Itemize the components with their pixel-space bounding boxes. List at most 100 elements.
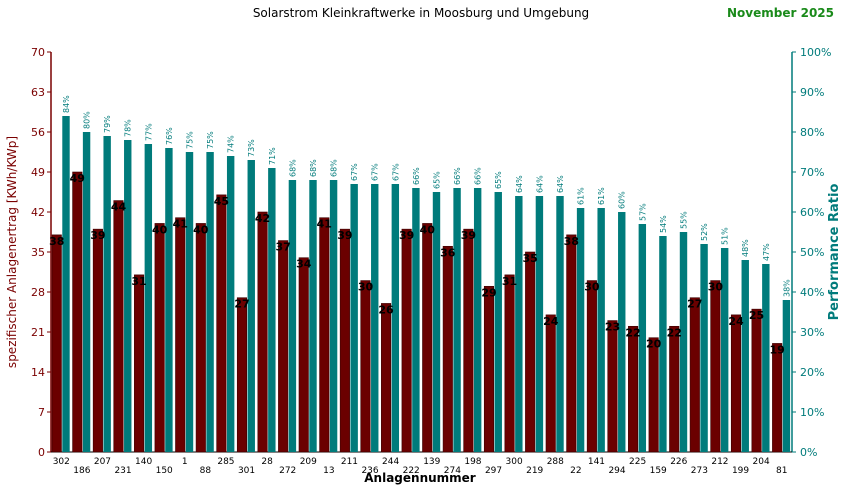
pr-bar [659,236,667,452]
pr-value-label: 65% [494,171,503,189]
yield-value-label: 24 [728,315,744,328]
x-tick-label: 140 [135,457,152,467]
x-tick-label: 300 [506,457,523,467]
yield-value-label: 31 [131,275,146,288]
yield-value-label: 40 [420,223,436,236]
yield-value-label: 30 [584,281,600,294]
yield-value-label: 29 [481,286,496,299]
yield-bar [772,343,783,453]
pr-bar [576,208,585,452]
yield-value-label: 22 [667,326,682,339]
pr-bar [638,224,647,452]
chart-title: Solarstrom Kleinkraftwerke in Moosburg u… [252,6,590,20]
pr-bar [309,180,317,452]
pr-bar [720,248,729,452]
x-tick-label: 236 [361,466,378,476]
y-axis-label-right: Performance Ratio [827,184,842,321]
yield-bar [689,297,700,453]
pr-bar [679,232,688,452]
pr-bar [700,244,708,452]
x-tick-label: 207 [94,457,111,467]
yield-value-label: 34 [296,258,312,271]
pr-value-label: 65% [432,171,441,189]
yield-value-label: 23 [605,321,620,334]
pr-value-label: 52% [700,223,709,241]
yield-value-label: 39 [399,229,414,242]
y-tick-label-left: 70 [31,46,45,59]
pr-value-label: 66% [474,167,483,185]
yield-value-label: 42 [255,212,270,225]
yield-value-label: 41 [173,218,188,231]
yield-bar [442,245,453,453]
pr-bar [206,152,214,452]
pr-value-label: 61% [597,187,606,205]
yield-bar [586,280,597,453]
y-axis-label-left: spezifischer Anlagenertrag [KWh/KWp] [5,136,19,368]
x-tick-label: 88 [200,466,212,476]
pr-bar [453,188,461,452]
pr-value-label: 75% [206,131,215,149]
pr-value-label: 55% [679,211,688,229]
data-labels: 38 84% 49 80% 39 79% 44 78% 31 77% 40 76% 41 75% 40 75%… [49,95,791,357]
y-tick-label-right: 0% [800,446,817,459]
y-tick-label-left: 28 [31,286,45,299]
pr-bar [741,260,749,452]
pr-value-label: 64% [535,175,544,193]
yield-value-label: 22 [625,326,640,339]
y-tick-label-right: 80% [800,126,824,139]
yield-value-label: 30 [358,281,374,294]
yield-bar [422,223,433,453]
y-tick-label-left: 7 [38,406,45,419]
pr-bar [556,196,564,452]
pr-bar [618,212,626,452]
x-tick-label: 288 [547,457,564,467]
x-tick-label: 81 [776,466,787,476]
y-tick-label-right: 10% [800,406,824,419]
y-tick-label-left: 56 [31,126,45,139]
x-tick-label: 212 [711,457,728,467]
yield-value-label: 30 [708,281,724,294]
x-tick-label: 231 [114,466,131,476]
pr-value-label: 57% [638,203,647,221]
yield-value-label: 38 [564,235,579,248]
yield-value-label: 44 [111,201,127,214]
pr-bar [62,116,70,452]
pr-value-label: 71% [268,147,277,165]
x-tick-label: 222 [403,466,420,476]
y-tick-label-right: 20% [800,366,824,379]
yield-value-label: 49 [70,172,85,185]
date-label: November 2025 [727,6,834,20]
yield-bar [648,337,659,453]
yield-value-label: 39 [337,229,352,242]
pr-bar [494,192,502,452]
yield-bar [92,228,103,453]
yield-value-label: 26 [378,303,394,316]
x-tick-label: 274 [444,466,461,476]
yield-value-label: 37 [275,241,290,254]
axes: 0 7 14 21 28 35 42 49 56 63 70 0% 10% 20% 30% 40% 50% 60%… [31,46,831,476]
pr-value-label: 38% [782,279,791,297]
pr-bar [762,264,770,452]
pr-bar [185,152,194,452]
x-tick-label: 225 [629,457,646,467]
pr-value-label: 77% [144,123,153,141]
bars [51,116,791,453]
yield-bar [483,285,495,453]
pr-value-label: 75% [185,131,194,149]
yield-bar [566,234,577,453]
x-tick-label: 226 [670,457,687,467]
x-tick-label: 209 [300,457,317,467]
pr-bar [473,188,482,452]
yield-value-label: 40 [152,223,168,236]
y-tick-label-right: 40% [800,286,824,299]
pr-value-label: 48% [741,239,750,257]
yield-value-label: 25 [749,309,764,322]
yield-bar [401,228,412,453]
yield-value-label: 38 [49,235,64,248]
yield-bar [751,308,762,453]
yield-bar [339,228,350,453]
yield-bar [257,211,268,453]
x-tick-label: 22 [570,466,581,476]
yield-bar [545,314,556,453]
